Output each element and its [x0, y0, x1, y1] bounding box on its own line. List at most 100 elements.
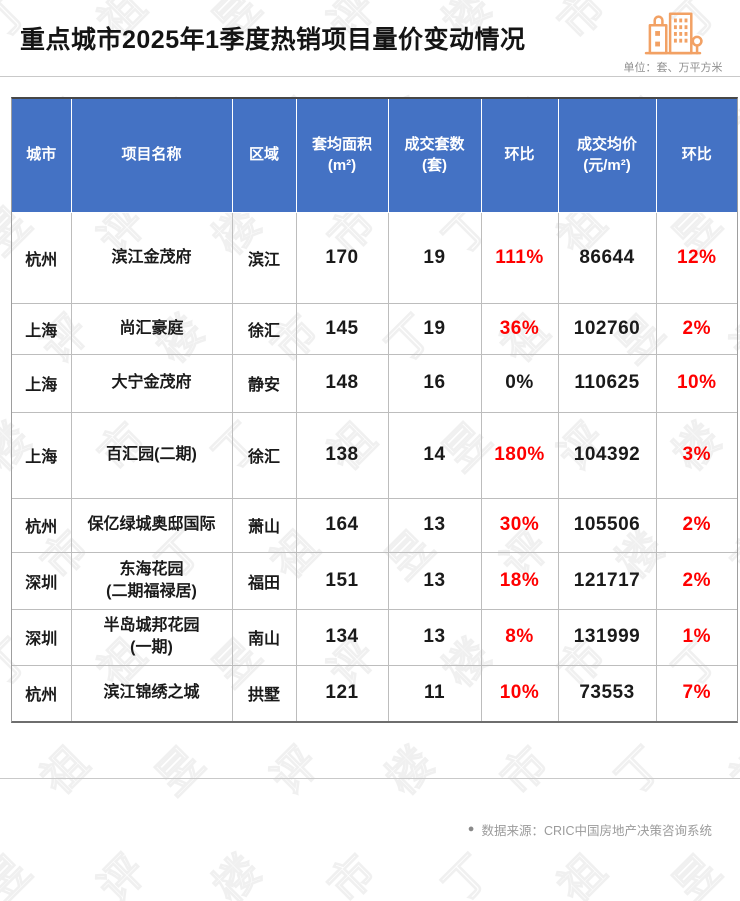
- cell-city: 杭州: [12, 664, 72, 721]
- table-row: 杭州 滨江金茂府 滨江 170 19 111% 86644 12%: [12, 211, 737, 304]
- header-row: 城市 项目名称 区域 套均面积 (m²) 成交套数 (套) 环比 成交均价 (元/m²…: [12, 99, 737, 213]
- cell-units: 13: [387, 497, 482, 553]
- watermark-glyph: 评: [89, 846, 156, 901]
- cell-qoq-price: 12%: [655, 211, 737, 304]
- cell-qoq-volume: 18%: [480, 551, 559, 610]
- cell-qoq-volume: 111%: [480, 211, 559, 304]
- cell-area: 134: [295, 608, 389, 666]
- cell-project: 百汇园(二期): [70, 411, 233, 499]
- page-title: 重点城市2025年1季度热销项目量价变动情况: [20, 26, 526, 54]
- cell-city: 深圳: [12, 608, 72, 666]
- cell-district: 静安: [231, 353, 297, 413]
- watermark-glyph: 昱: [0, 846, 41, 901]
- cell-qoq-price: 2%: [655, 497, 737, 553]
- cell-area: 138: [295, 411, 389, 499]
- cell-project: 滨江金茂府: [70, 211, 233, 304]
- cell-project: 东海花园 (二期福禄居): [70, 551, 233, 610]
- watermark-glyph: 昱: [147, 738, 214, 805]
- cell-district: 拱墅: [231, 664, 297, 721]
- divider-bottom: [0, 778, 740, 779]
- cell-district: 滨江: [231, 211, 297, 304]
- cell-qoq-price: 1%: [655, 608, 737, 666]
- cell-price: 86644: [557, 211, 657, 304]
- cell-qoq-volume: 0%: [480, 353, 559, 413]
- cell-district: 福田: [231, 551, 297, 610]
- watermark-glyph: 市: [492, 738, 559, 805]
- table-row: 深圳 东海花园 (二期福禄居) 福田 151 13 18% 121717 2%: [12, 551, 737, 610]
- cell-district: 萧山: [231, 497, 297, 553]
- cell-price: 131999: [557, 608, 657, 666]
- source-note: ● 数据来源：CRIC中国房地产决策咨询系统: [468, 820, 712, 839]
- cell-area: 148: [295, 353, 389, 413]
- table-row: 杭州 滨江锦绣之城 拱墅 121 11 10% 73553 7%: [12, 664, 737, 721]
- watermark-glyph: 昱: [664, 846, 731, 901]
- cell-project: 尚汇豪庭: [70, 302, 233, 355]
- cell-area: 145: [295, 302, 389, 355]
- cell-district: 南山: [231, 608, 297, 666]
- col-header-project: 项目名称: [70, 99, 233, 213]
- table-row: 深圳 半岛城邦花园 (一期) 南山 134 13 8% 131999 1%: [12, 608, 737, 666]
- cell-area: 170: [295, 211, 389, 304]
- cell-qoq-volume: 30%: [480, 497, 559, 553]
- cell-project: 大宁金茂府: [70, 353, 233, 413]
- cell-qoq-volume: 10%: [480, 664, 559, 721]
- table-row: 上海 大宁金茂府 静安 148 16 0% 110625 10%: [12, 353, 737, 413]
- col-header-qoq-price: 环比: [655, 99, 737, 213]
- cell-price: 102760: [557, 302, 657, 355]
- cell-price: 104392: [557, 411, 657, 499]
- col-header-avg-price: 成交均价 (元/m²): [557, 99, 657, 213]
- col-header-district: 区域: [231, 99, 297, 213]
- data-table: 城市 项目名称 区域 套均面积 (m²) 成交套数 (套) 环比 成交均价 (元/m²…: [12, 99, 737, 721]
- cell-price: 105506: [557, 497, 657, 553]
- unit-note: 单位：套、万平方米: [623, 62, 723, 74]
- cell-area: 164: [295, 497, 389, 553]
- cell-units: 13: [387, 608, 482, 666]
- brand-block: 单位：套、万平方米: [614, 6, 732, 75]
- watermark-glyph: 祖: [549, 846, 616, 901]
- cell-city: 深圳: [12, 551, 72, 610]
- source-bullet-icon: ●: [467, 823, 475, 835]
- col-header-qoq-volume: 环比: [480, 99, 559, 213]
- cell-project: 滨江锦绣之城: [70, 664, 233, 721]
- cell-project: 保亿绿城奥邸国际: [70, 497, 233, 553]
- cell-city: 上海: [12, 353, 72, 413]
- cell-qoq-volume: 36%: [480, 302, 559, 355]
- table-row: 杭州 保亿绿城奥邸国际 萧山 164 13 30% 105506 2%: [12, 497, 737, 553]
- watermark-glyph: 丁: [434, 846, 501, 901]
- cell-units: 19: [387, 302, 482, 355]
- watermark-glyph: 祖: [32, 738, 99, 805]
- cell-units: 16: [387, 353, 482, 413]
- cell-project: 半岛城邦花园 (一期): [70, 608, 233, 666]
- cell-units: 11: [387, 664, 482, 721]
- cell-qoq-price: 7%: [655, 664, 737, 721]
- cell-qoq-price: 3%: [655, 411, 737, 499]
- cell-units: 14: [387, 411, 482, 499]
- table-row: 上海 尚汇豪庭 徐汇 145 19 36% 102760 2%: [12, 302, 737, 355]
- cell-city: 上海: [12, 411, 72, 499]
- cell-price: 110625: [557, 353, 657, 413]
- data-table-wrap: 城市 项目名称 区域 套均面积 (m²) 成交套数 (套) 环比 成交均价 (元/m²…: [11, 97, 738, 723]
- cell-area: 121: [295, 664, 389, 721]
- col-header-avg-area: 套均面积 (m²): [295, 99, 389, 213]
- cell-qoq-price: 2%: [655, 551, 737, 610]
- watermark-glyph: 祖: [722, 738, 740, 805]
- buildings-icon: [644, 12, 703, 55]
- cell-district: 徐汇: [231, 411, 297, 499]
- cell-city: 上海: [12, 302, 72, 355]
- watermark-glyph: 市: [319, 846, 386, 901]
- cell-qoq-price: 10%: [655, 353, 737, 413]
- watermark-glyph: 丁: [607, 738, 674, 805]
- cell-area: 151: [295, 551, 389, 610]
- cell-city: 杭州: [12, 211, 72, 304]
- cell-units: 13: [387, 551, 482, 610]
- cell-qoq-volume: 180%: [480, 411, 559, 499]
- col-header-units-sold: 成交套数 (套): [387, 99, 482, 213]
- watermark-glyph: 市: [549, 0, 616, 49]
- watermark-glyph: 楼: [204, 846, 271, 901]
- col-header-city: 城市: [12, 99, 72, 213]
- cell-qoq-price: 2%: [655, 302, 737, 355]
- cell-qoq-volume: 8%: [480, 608, 559, 666]
- source-text: 数据来源：CRIC中国房地产决策咨询系统: [481, 824, 712, 838]
- cell-price: 73553: [557, 664, 657, 721]
